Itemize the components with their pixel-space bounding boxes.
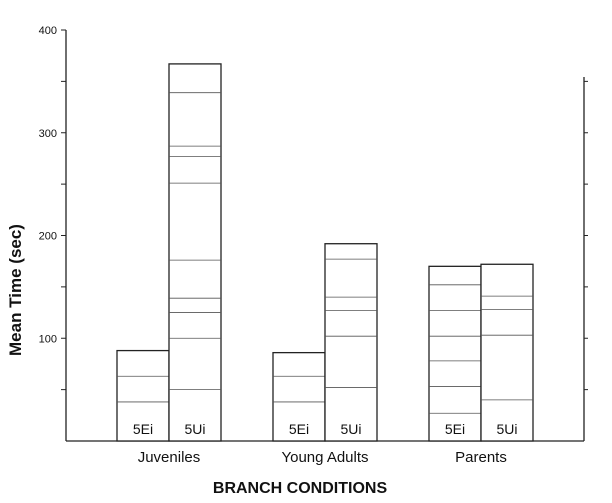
category-label-2: Parents (455, 449, 507, 466)
bars: 5Ei 5Ui Juveniles 5Ei 5Ui Young Adults 5Ei 5Ui P… (116, 63, 534, 466)
y-tick-label-300: 300 (39, 128, 57, 140)
y-axis-title: Mean Time (sec) (6, 224, 25, 356)
y-tick-label-400: 400 (39, 25, 57, 37)
bar-young-adults-5ui (324, 243, 378, 442)
bar-label-1-0: 5Ei (289, 421, 309, 437)
bar-juveniles-5ei (116, 349, 170, 442)
y-tick-label-100: 100 (39, 333, 57, 345)
bar-label-2-0: 5Ei (445, 421, 465, 437)
bar-parents-5ui (480, 263, 534, 442)
bar-label-2-1: 5Ui (496, 421, 517, 437)
bar-label-1-1: 5Ui (340, 421, 361, 437)
bar-young-adults-5ei (272, 351, 326, 442)
x-axis-title: BRANCH CONDITIONS (213, 480, 388, 497)
category-label-0: Juveniles (138, 449, 201, 466)
bar-label-0-1: 5Ui (184, 421, 205, 437)
bar-juveniles-5ui (168, 63, 222, 442)
bar-parents-5ei (428, 265, 482, 442)
bar-label-0-0: 5Ei (133, 421, 153, 437)
category-label-1: Young Adults (281, 449, 368, 466)
y-tick-label-200: 200 (39, 231, 57, 243)
